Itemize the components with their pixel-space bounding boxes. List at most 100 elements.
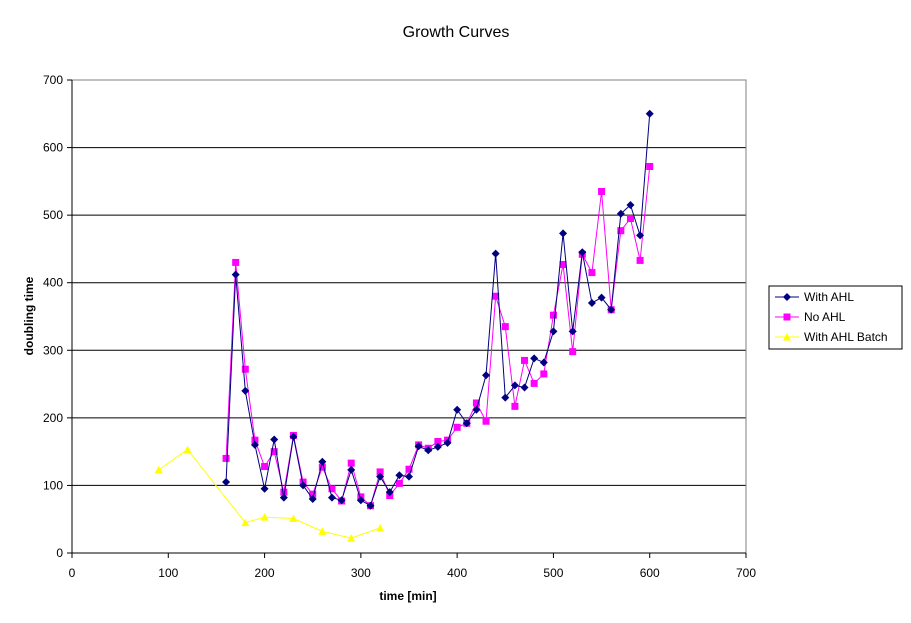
chart-title: Growth Curves [403, 24, 510, 41]
data-point [183, 445, 192, 454]
x-tick-label: 700 [736, 566, 756, 580]
data-point [414, 442, 423, 451]
data-point [328, 485, 336, 493]
data-point [376, 468, 384, 476]
legend-marker [783, 333, 791, 341]
legend-marker [783, 313, 791, 321]
data-point [443, 438, 452, 447]
series-line [225, 166, 651, 507]
legend: With AHL No AHL With AHL Batch [768, 285, 903, 350]
data-point [492, 292, 500, 300]
data-point [453, 405, 462, 414]
legend-item: With AHL [775, 290, 854, 304]
data-point [231, 270, 240, 279]
data-point [251, 436, 259, 444]
data-point [549, 311, 557, 319]
data-point [645, 109, 654, 118]
data-point [260, 513, 269, 521]
data-point [434, 438, 442, 446]
data-point [472, 399, 480, 407]
data-point [376, 472, 385, 481]
data-point [540, 370, 548, 378]
y-tick-label: 700 [43, 73, 63, 87]
data-point [347, 459, 355, 467]
data-point [588, 269, 596, 277]
data-point [521, 356, 529, 364]
data-point [337, 496, 346, 505]
data-point [241, 365, 249, 373]
data-point [280, 488, 288, 496]
data-point [270, 448, 278, 456]
legend-label: With AHL Batch [804, 330, 888, 344]
data-point [549, 327, 558, 336]
data-point [366, 501, 375, 510]
data-point [578, 248, 587, 257]
data-point [309, 490, 317, 498]
data-point [356, 496, 365, 505]
data-point [617, 227, 625, 235]
legend-label: With AHL [804, 290, 854, 304]
data-point [587, 298, 596, 307]
y-axis-label: doubling time [22, 276, 36, 355]
x-tick-label: 500 [543, 566, 563, 580]
x-tick-label: 0 [69, 566, 76, 580]
data-point [241, 518, 250, 527]
data-point [626, 215, 634, 223]
data-point [501, 393, 510, 402]
data-point [530, 354, 539, 363]
data-point [250, 440, 259, 449]
data-point [482, 417, 490, 425]
series-0 [222, 109, 654, 510]
data-point [241, 386, 250, 395]
data-point [568, 327, 577, 336]
legend-item: No AHL [775, 310, 846, 324]
data-point [395, 471, 404, 480]
legend-items: With AHL No AHL With AHL Batch [775, 290, 888, 344]
y-tick-label: 100 [43, 478, 63, 492]
axes: 0 100 200 300 400 500 600 700 0 100 200 300 400 500 60… [43, 73, 756, 580]
data-point [559, 229, 568, 238]
data-point [261, 463, 269, 471]
data-point [462, 419, 471, 428]
data-point [405, 465, 413, 473]
data-point [232, 258, 240, 266]
data-point [299, 481, 308, 490]
data-point [607, 305, 616, 314]
data-point [646, 162, 654, 170]
data-point [453, 423, 461, 431]
x-axis-label: time [min] [379, 589, 436, 603]
x-tick-label: 100 [158, 566, 178, 580]
y-tick-label: 0 [56, 546, 63, 560]
data-point [289, 432, 298, 441]
plot-area [71, 79, 747, 554]
data-point [318, 457, 327, 466]
data-point [308, 494, 317, 503]
data-point [433, 442, 442, 451]
data-point [636, 256, 644, 264]
legend-marker [783, 293, 791, 301]
data-point [501, 323, 509, 331]
data-point [636, 231, 645, 240]
data-point [491, 249, 500, 258]
data-point [482, 371, 491, 380]
data-point [395, 479, 403, 487]
data-point [598, 187, 606, 195]
data-point [270, 435, 279, 444]
legend-item: With AHL Batch [775, 330, 888, 344]
y-tick-label: 200 [43, 411, 63, 425]
data-point [279, 493, 288, 502]
data-point [222, 454, 230, 462]
data-point [616, 209, 625, 218]
data-point [347, 465, 356, 474]
data-point [318, 463, 326, 471]
series-layer [154, 109, 654, 542]
series-2 [154, 445, 385, 542]
data-point [376, 523, 385, 532]
x-tick-label: 300 [351, 566, 371, 580]
series-line [158, 448, 381, 539]
data-point [597, 293, 606, 302]
x-tick-label: 200 [255, 566, 275, 580]
data-point [222, 478, 231, 487]
data-point [569, 348, 577, 356]
